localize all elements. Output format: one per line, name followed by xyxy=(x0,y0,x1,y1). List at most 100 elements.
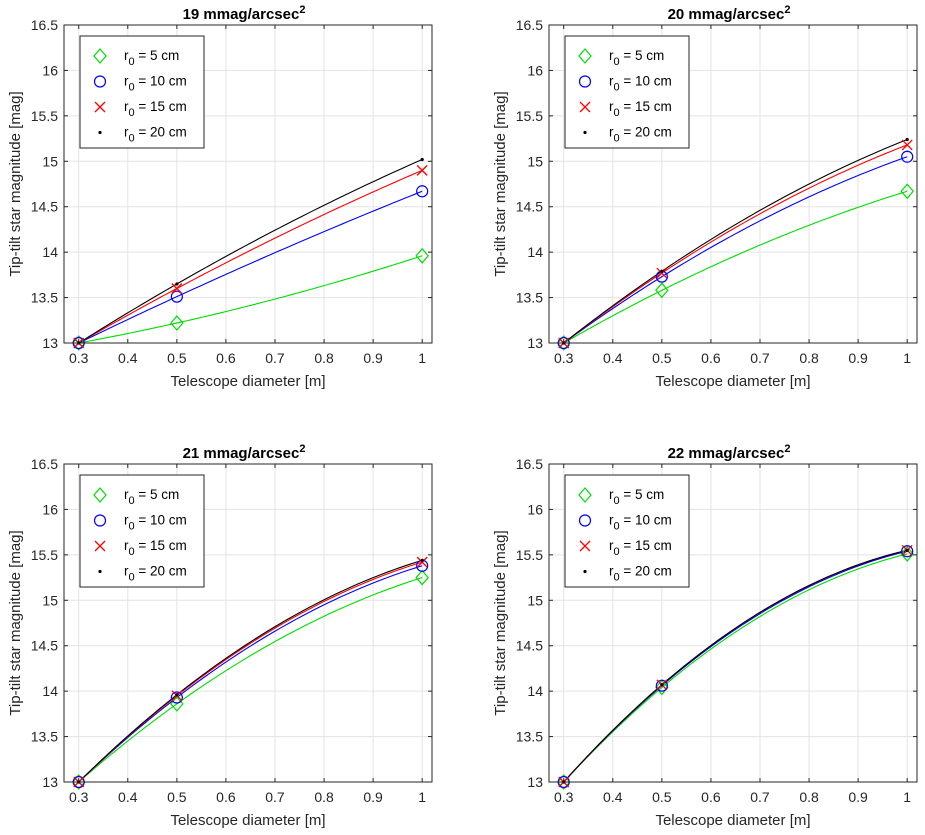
x-tick-label: 1 xyxy=(418,350,426,366)
x-tick-label: 0.8 xyxy=(799,350,819,366)
diamond-marker xyxy=(578,487,592,503)
point-marker xyxy=(175,282,179,286)
series-line xyxy=(563,190,908,344)
legend-rest: = 20 cm xyxy=(135,125,187,140)
x-tick-label: 0.7 xyxy=(265,789,285,805)
legend-r: r xyxy=(609,125,614,140)
chart-title-text: 22 mmag/arcsec xyxy=(668,445,785,462)
y-axis-label: Tip-tilt star magnitude [mag] xyxy=(7,91,24,276)
x-tick-label: 0.6 xyxy=(701,350,721,366)
legend-subscript: 0 xyxy=(614,133,620,145)
legend-entry-label: r0 = 5 cm xyxy=(124,48,179,68)
chart-title: 21 mmag/arcsec2 xyxy=(183,443,306,462)
x-tick-label: 0.4 xyxy=(118,789,138,805)
x-axis-label: Telescope diameter [m] xyxy=(655,373,810,390)
legend-rest: = 15 cm xyxy=(620,99,672,114)
legend-r: r xyxy=(124,125,129,140)
y-axis-label: Tip-tilt star magnitude [mag] xyxy=(492,530,509,715)
legend-entry-label: r0 = 10 cm xyxy=(124,513,187,533)
y-tick-label: 16 xyxy=(42,501,58,517)
y-tick-label: 16.5 xyxy=(31,17,58,33)
chart-panel-3: 0.3 0.4 0.5 0.6 0.7 0.8 0.9 1 13 13.5 14 14.5 15 15.5… xyxy=(7,443,433,829)
circle-marker xyxy=(93,514,107,527)
legend-subscript: 0 xyxy=(129,133,135,145)
point-marker xyxy=(420,558,424,562)
x-tick-label: 0.8 xyxy=(314,350,334,366)
point-marker xyxy=(175,693,179,697)
y-tick-label: 16 xyxy=(42,62,58,78)
legend-r: r xyxy=(124,564,129,579)
legend-subscript: 0 xyxy=(129,495,135,507)
diamond-marker xyxy=(415,247,429,264)
series-line xyxy=(78,190,423,344)
x-tick-label: 1 xyxy=(418,789,426,805)
x-tick-label: 0.9 xyxy=(848,350,868,366)
point-marker xyxy=(583,130,587,135)
point-marker xyxy=(905,548,909,552)
circle-marker xyxy=(93,75,107,88)
legend-r: r xyxy=(124,538,129,553)
legend-subscript: 0 xyxy=(614,82,620,94)
point-marker xyxy=(660,269,664,273)
legend-r: r xyxy=(609,487,614,502)
legend-entry-label: r0 = 10 cm xyxy=(609,74,672,94)
y-axis-label: Tip-tilt star magnitude [mag] xyxy=(492,91,509,276)
legend-subscript: 0 xyxy=(129,572,135,584)
diamond-marker xyxy=(93,487,107,503)
legend-entry-label: r0 = 15 cm xyxy=(124,99,187,119)
legend-subscript: 0 xyxy=(614,546,620,558)
chart-title-text: 19 mmag/arcsec xyxy=(183,6,300,23)
legend-rest: = 5 cm xyxy=(620,48,665,63)
series-line xyxy=(78,559,423,783)
y-tick-label: 13 xyxy=(42,774,58,790)
point-marker xyxy=(98,569,102,574)
legend-r: r xyxy=(609,99,614,114)
legend-subscript: 0 xyxy=(129,56,135,68)
y-tick-label: 13.5 xyxy=(31,729,58,745)
series-line xyxy=(563,138,908,344)
x-tick-label: 0.9 xyxy=(363,350,383,366)
legend-box xyxy=(79,474,205,588)
y-tick-label: 15.5 xyxy=(516,108,543,124)
circle-marker xyxy=(170,290,183,303)
x-marker xyxy=(416,164,428,176)
point-marker xyxy=(420,157,424,162)
y-tick-label: 14 xyxy=(527,683,543,699)
legend-subscript: 0 xyxy=(129,521,135,533)
y-tick-label: 15 xyxy=(527,153,543,169)
legend-rest: = 10 cm xyxy=(620,74,672,89)
legend-rest: = 15 cm xyxy=(135,99,187,114)
x-marker xyxy=(656,267,668,279)
axes-box xyxy=(63,24,433,344)
y-tick-label: 14 xyxy=(42,244,58,260)
y-tick-label: 16 xyxy=(527,62,543,78)
legend-entry-label: r0 = 5 cm xyxy=(124,487,179,507)
diamond-marker xyxy=(71,335,86,351)
x-axis-label: Telescope diameter [m] xyxy=(655,812,810,829)
chart-title: 22 mmag/arcsec2 xyxy=(668,443,791,462)
chart-title-text: 21 mmag/arcsec xyxy=(183,445,300,462)
y-tick-label: 14 xyxy=(42,683,58,699)
legend-entry-label: r0 = 15 cm xyxy=(609,99,672,119)
chart-title-superscript: 2 xyxy=(299,4,305,16)
series-line xyxy=(78,255,423,344)
y-tick-label: 14.5 xyxy=(31,638,58,654)
legend-subscript: 0 xyxy=(129,107,135,119)
circle-marker xyxy=(170,691,183,704)
y-tick-label: 15.5 xyxy=(31,547,58,563)
legend-r: r xyxy=(609,538,614,553)
legend-rest: = 15 cm xyxy=(620,538,672,553)
x-marker xyxy=(171,283,183,294)
x-tick-label: 0.8 xyxy=(799,789,819,805)
x-marker xyxy=(94,540,106,552)
y-tick-label: 15.5 xyxy=(516,547,543,563)
circle-marker xyxy=(901,150,914,163)
legend-entry-label: r0 = 5 cm xyxy=(609,487,664,507)
legend-r: r xyxy=(124,74,129,89)
x-tick-label: 0.4 xyxy=(603,350,623,366)
y-tick-label: 14.5 xyxy=(31,199,58,215)
diamond-marker xyxy=(556,335,571,351)
legend-rest: = 20 cm xyxy=(620,125,672,140)
axes-box xyxy=(548,463,918,783)
